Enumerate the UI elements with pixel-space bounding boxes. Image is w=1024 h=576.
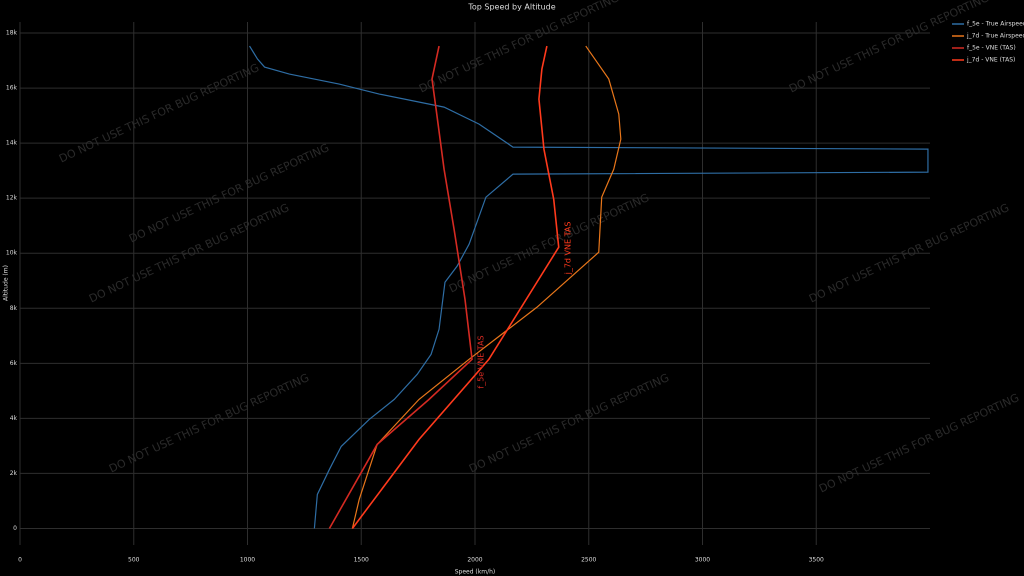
annotation: f_5e VNE TAS xyxy=(477,335,486,388)
y-tick-label: 8k xyxy=(10,305,18,312)
y-tick-label: 2k xyxy=(10,470,18,477)
series-line xyxy=(328,45,473,529)
x-tick-label: 2000 xyxy=(467,557,482,564)
watermark: DO NOT USE THIS FOR BUG REPORTING xyxy=(57,61,261,165)
x-tick-label: 500 xyxy=(128,557,140,564)
watermark: DO NOT USE THIS FOR BUG REPORTING xyxy=(447,191,651,295)
watermark: DO NOT USE THIS FOR BUG REPORTING xyxy=(417,0,621,95)
annotation: j_7d VNE TAS xyxy=(564,222,573,276)
legend-label: j_7d - True Airspeed xyxy=(966,33,1024,40)
x-tick-label: 0 xyxy=(18,557,22,564)
series-line xyxy=(249,45,929,529)
y-tick-label: 16k xyxy=(6,85,18,92)
legend-label: j_7d - VNE (TAS) xyxy=(966,57,1015,64)
legend-label: f_5e - VNE (TAS) xyxy=(967,45,1016,52)
y-tick-label: 14k xyxy=(6,140,18,147)
chart-title: Top Speed by Altitude xyxy=(467,3,555,12)
x-tick-label: 3000 xyxy=(695,557,710,564)
series-line xyxy=(351,45,560,529)
watermark: DO NOT USE THIS FOR BUG REPORTING xyxy=(467,371,671,475)
y-tick-label: 6k xyxy=(10,360,18,367)
watermark: DO NOT USE THIS FOR BUG REPORTING xyxy=(107,371,311,475)
y-tick-label: 4k xyxy=(10,415,18,422)
x-tick-label: 1000 xyxy=(240,557,255,564)
x-tick-label: 3500 xyxy=(809,557,824,564)
x-axis-label: Speed (km/h) xyxy=(455,569,496,576)
y-tick-label: 12k xyxy=(6,195,18,202)
y-tick-label: 18k xyxy=(6,30,18,37)
watermark: DO NOT USE THIS FOR BUG REPORTING xyxy=(817,391,1021,495)
legend-label: f_5e - True Airspeed xyxy=(967,21,1024,28)
x-tick-label: 2500 xyxy=(581,557,596,564)
x-tick-label: 1500 xyxy=(354,557,369,564)
y-tick-label: 10k xyxy=(6,250,18,257)
y-axis-label: Altitude (m) xyxy=(3,265,10,301)
y-tick-label: 0 xyxy=(13,525,17,532)
